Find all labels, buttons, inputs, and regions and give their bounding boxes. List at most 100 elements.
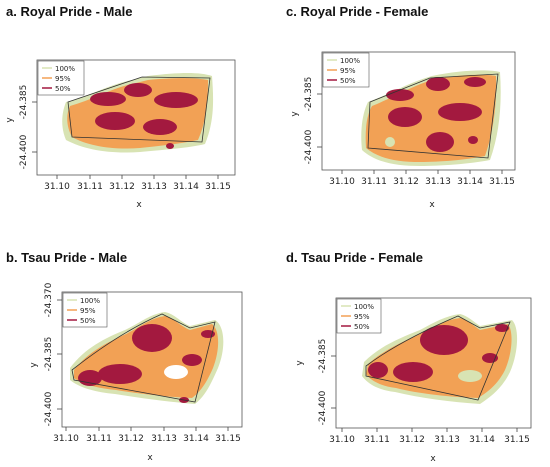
panel-a-contours — [62, 73, 214, 153]
panel-a-xtick-3: 31.13 — [141, 182, 167, 192]
panel-b-core-1 — [98, 364, 142, 384]
panel-b-ytick-2: -24.400 — [44, 391, 54, 426]
panel-c-plot: -24.385 -24.400 y 31.10 31.11 31.12 31.1… — [290, 51, 516, 210]
panel-d-xtick-1: 31.11 — [364, 435, 390, 445]
panel-b-contours — [70, 312, 224, 404]
panel-d-core-0 — [420, 325, 468, 355]
panel-d-ytick-1: -24.400 — [318, 390, 328, 425]
panel-c-contours — [361, 70, 501, 166]
panel-c-ytick-0: -24.385 — [304, 77, 314, 112]
panel-d-legend-0: 100% — [354, 303, 374, 311]
panel-d-xtick-4: 31.14 — [469, 435, 495, 445]
panel-d-title: d. Tsau Pride - Female — [286, 250, 424, 265]
panel-b-frame — [61, 291, 243, 428]
panel-a-core-3 — [95, 112, 135, 130]
panel-b-outline — [71, 313, 216, 403]
panel-a-xtick-1: 31.11 — [77, 182, 103, 192]
panel-c-xtick-5: 31.15 — [489, 177, 515, 187]
panel-d-outline — [365, 315, 511, 401]
panel-c-legend-2: 50% — [340, 77, 356, 85]
panel-b-core-3 — [182, 354, 202, 366]
panel-d-xtick-5: 31.15 — [504, 435, 530, 445]
panel-b-xticks: 31.10 31.11 31.12 31.13 31.14 31.15 — [53, 427, 241, 444]
panel-b-xlabel: x — [147, 453, 153, 463]
panel-a-xlabel: x — [136, 200, 142, 210]
panel-c-core-3 — [388, 107, 422, 127]
panel-c-xtick-4: 31.14 — [457, 177, 483, 187]
panel-b-ylabel: y — [29, 362, 39, 368]
panel-d-legend-2: 50% — [354, 323, 370, 331]
panel-a-core-5 — [166, 143, 174, 149]
panel-d-core-2 — [368, 362, 388, 378]
panel-d-xticks: 31.10 31.11 31.12 31.13 31.14 31.15 — [329, 428, 530, 445]
panel-d-xtick-2: 31.12 — [399, 435, 425, 445]
panel-a-ytick-1: -24.400 — [19, 134, 29, 169]
panel-b-ytick-1: -24.385 — [44, 337, 54, 372]
panel-d-contours — [362, 314, 518, 404]
panel-c-ylabel: y — [290, 111, 300, 117]
panel-b-core-0 — [132, 324, 172, 352]
panel-c-core-0 — [386, 89, 414, 101]
panel-b-gap-0 — [164, 365, 188, 379]
panel-b-legend: 100% 95% 50% — [62, 292, 108, 328]
panel-c-core-2 — [464, 77, 486, 87]
panel-a-legend-2: 50% — [55, 85, 71, 93]
panel-d-core-1 — [393, 362, 433, 382]
panel-c-core-1 — [426, 77, 450, 91]
panel-c-xticks: 31.10 31.11 31.12 31.13 31.14 31.15 — [329, 170, 515, 187]
panel-a-xticks: 31.10 31.11 31.12 31.13 31.14 31.15 — [44, 175, 231, 192]
panel-c-core-5 — [426, 132, 454, 152]
panel-c-xtick-1: 31.11 — [361, 177, 387, 187]
panel-c-legend: 100% 95% 50% — [322, 52, 370, 88]
panel-a-xtick-5: 31.15 — [205, 182, 231, 192]
panel-b-title: b. Tsau Pride - Male — [6, 250, 128, 265]
panel-b-xtick-3: 31.13 — [151, 434, 177, 444]
panel-d-frame — [335, 297, 532, 429]
panel-c-xlabel: x — [429, 200, 435, 210]
panel-a-outline — [67, 76, 211, 143]
panel-a-legend-1: 95% — [55, 75, 71, 83]
panel-c-xtick-2: 31.12 — [393, 177, 419, 187]
panel-c-title: c. Royal Pride - Female — [286, 4, 429, 19]
panel-b-legend-1: 95% — [80, 307, 96, 315]
panel-a-core-4 — [143, 119, 177, 135]
panel-b-core-2 — [78, 370, 102, 386]
panel-c-legend-0: 100% — [340, 57, 360, 65]
panel-a-plot: -24.385 -24.400 y 31.10 31.11 31.12 31.1… — [5, 59, 236, 210]
panel-d-legend: 100% 95% 50% — [336, 298, 382, 334]
panel-d-xtick-0: 31.10 — [329, 435, 355, 445]
panel-b-xtick-5: 31.15 — [215, 434, 241, 444]
panel-d-ylabel: y — [295, 360, 305, 366]
panel-c-ytick-1: -24.400 — [304, 129, 314, 164]
panel-c-outline — [367, 73, 499, 159]
panel-d-xlabel: x — [430, 454, 436, 464]
panel-d-legend-1: 95% — [354, 313, 370, 321]
panel-b-legend-2: 50% — [80, 317, 96, 325]
panel-c-core-6 — [468, 136, 478, 144]
panel-d-xtick-3: 31.13 — [434, 435, 460, 445]
panel-d-plot: -24.385 -24.400 y 31.10 31.11 31.12 31.1… — [295, 297, 532, 464]
panel-a-legend-0: 100% — [55, 65, 75, 73]
panel-b-xtick-2: 31.12 — [118, 434, 144, 444]
panel-b-ytick-0: -24.370 — [44, 282, 54, 317]
panel-c-legend-1: 95% — [340, 67, 356, 75]
panel-a-title: a. Royal Pride - Male — [6, 4, 133, 19]
panel-c-xtick-3: 31.13 — [425, 177, 451, 187]
panel-c-core-4 — [438, 103, 482, 121]
panel-a-legend: 100% 95% 50% — [37, 60, 85, 96]
panel-a-ylabel: y — [5, 117, 15, 123]
panel-d-gap-0 — [458, 370, 482, 382]
panel-a-frame — [36, 59, 236, 176]
panel-c-frame — [321, 51, 516, 171]
panel-a-xtick-4: 31.14 — [173, 182, 199, 192]
panel-a-core-2 — [154, 92, 198, 108]
panel-b-xtick-0: 31.10 — [53, 434, 79, 444]
panel-a-xtick-0: 31.10 — [44, 182, 70, 192]
panel-b-xtick-1: 31.11 — [86, 434, 112, 444]
panel-d-ytick-0: -24.385 — [318, 339, 328, 374]
panel-d-core-4 — [495, 324, 509, 332]
panel-a-ytick-0: -24.385 — [19, 85, 29, 120]
panel-c-xtick-0: 31.10 — [329, 177, 355, 187]
panel-c-gap-0 — [385, 137, 395, 147]
panel-b-plot: -24.370 -24.385 -24.400 y 31.10 31.11 31… — [29, 282, 243, 463]
